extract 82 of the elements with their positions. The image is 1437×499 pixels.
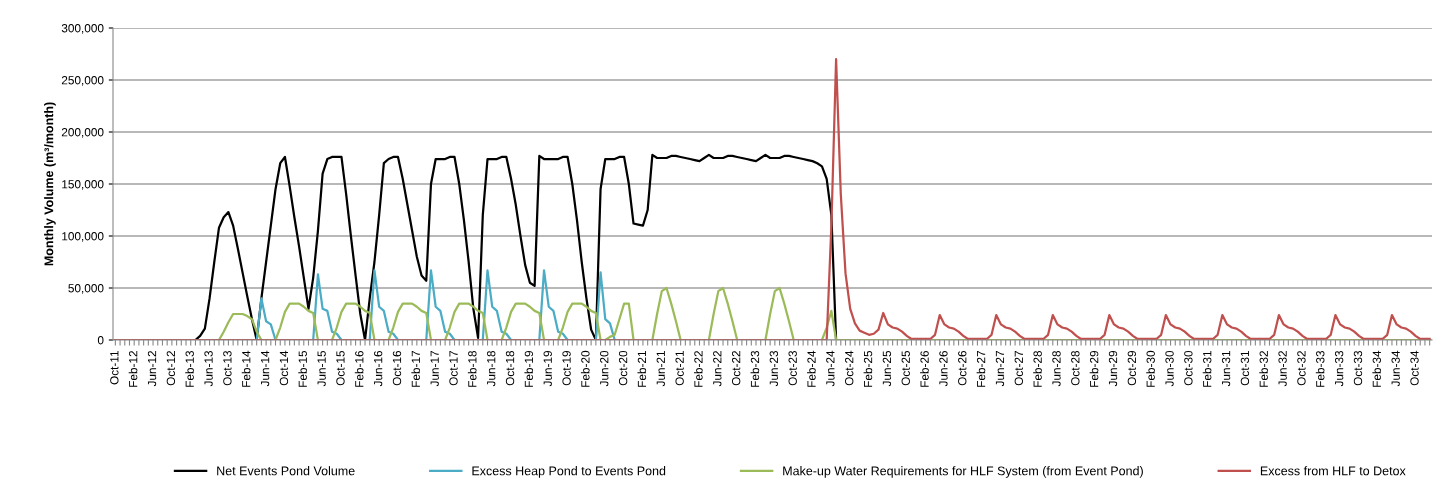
x-tick-label: Feb-30	[1146, 350, 1155, 387]
x-tick-label: Oct-34	[1410, 350, 1419, 386]
x-tick-label: Feb-29	[1089, 350, 1099, 387]
x-tick-label: Jun-30	[1165, 350, 1174, 387]
x-tick-label: Jun-19	[543, 350, 552, 387]
x-tick-label: Feb-14	[241, 350, 251, 387]
x-tick-label: Jun-25	[882, 350, 892, 387]
x-tick-label: Oct-32	[1297, 351, 1306, 386]
y-tick-label: 100,000	[62, 232, 104, 242]
x-tick-label: Jun-12	[147, 351, 157, 387]
x-tick-label: Feb-28	[1033, 350, 1042, 387]
legend-label: Make-up Water Requirements for HLF System (from Event Pond)	[783, 466, 1143, 478]
x-tick-label: Jun-34	[1391, 350, 1400, 387]
x-tick-label: Feb-21	[637, 350, 647, 387]
x-tick-label: Feb-22	[693, 351, 703, 387]
x-tick-label: Jun-33	[1334, 350, 1344, 387]
x-tick-label: Feb-32	[1259, 351, 1268, 387]
x-tick-label: Oct-14	[279, 350, 289, 386]
x-tick-label: Jun-16	[373, 350, 383, 387]
legend-label: Net Events Pond Volume	[217, 466, 355, 476]
x-tick-label: Oct-31	[1240, 350, 1250, 386]
x-tick-label: Oct-17	[449, 351, 458, 386]
x-tick-label: Jun-29	[1108, 350, 1118, 387]
x-tick-label: Oct-16	[392, 350, 402, 386]
y-tick-label: 50,000	[68, 284, 104, 294]
x-tick-label: Jun-21	[656, 350, 665, 387]
x-tick-label: Oct-15	[336, 350, 345, 386]
x-tick-label: Oct-27	[1014, 351, 1023, 386]
x-tick-label: Oct-28	[1071, 350, 1080, 386]
x-tick-label: Oct-21	[675, 350, 684, 386]
x-tick-label: Jun-20	[600, 350, 609, 387]
x-tick-label: Feb-15	[298, 350, 307, 387]
x-tick-label: Feb-25	[863, 350, 873, 387]
x-tick-label: Oct-12	[166, 351, 176, 386]
y-tick-label: 200,000	[61, 128, 104, 138]
x-tick-label: Feb-23	[750, 350, 760, 387]
x-tick-label: Jun-23	[769, 350, 779, 387]
x-tick-label: Jun-15	[317, 350, 326, 387]
legend-label: Excess from HLF to Detox	[1260, 466, 1406, 476]
x-tick-label: Oct-26	[958, 350, 967, 386]
x-tick-label: Oct-25	[901, 350, 910, 386]
x-tick-label: Oct-19	[562, 350, 571, 386]
x-tick-label: Jun-32	[1278, 351, 1287, 387]
x-tick-label: Feb-16	[354, 350, 364, 387]
legend-label: Excess Heap Pond to Events Pond	[472, 466, 666, 478]
x-tick-label: Oct-13	[223, 350, 232, 386]
x-tick-label: Feb-19	[524, 350, 534, 387]
y-tick-label: 300,000	[61, 24, 104, 34]
x-tick-label: Feb-13	[185, 350, 194, 387]
x-tick-label: Jun-17	[430, 351, 439, 387]
y-axis-title: Monthly Volume (m³/month)	[44, 102, 56, 266]
x-tick-label: Feb-31	[1202, 350, 1212, 387]
x-tick-label: Feb-20	[580, 350, 590, 387]
x-tick-label: Feb-17	[411, 351, 421, 387]
x-tick-label: Oct-18	[505, 350, 515, 386]
x-tick-label: Oct-29	[1127, 350, 1137, 386]
x-tick-label: Jun-27	[995, 351, 1005, 387]
x-tick-label: Jun-13	[204, 350, 213, 387]
x-tick-label: Jun-28	[1052, 350, 1061, 387]
x-tick-label: Oct-30	[1184, 350, 1193, 386]
x-tick-label: Oct-20	[618, 350, 628, 386]
x-tick-label: Jun-24	[826, 350, 835, 387]
y-tick-label: 250,000	[61, 76, 104, 86]
x-tick-label: Jun-14	[261, 350, 270, 387]
x-tick-label: Feb-18	[467, 350, 477, 387]
x-tick-label: Oct-33	[1353, 350, 1363, 386]
x-tick-label: Feb-34	[1372, 350, 1381, 387]
x-tick-label: Feb-24	[807, 350, 816, 387]
y-tick-label: 150,000	[62, 180, 104, 190]
x-tick-label: Jun-26	[939, 350, 948, 387]
x-tick-label: Jun-31	[1221, 350, 1231, 387]
x-tick-label: Feb-33	[1315, 350, 1325, 387]
x-tick-label: Oct-23	[788, 350, 797, 386]
x-tick-label: Feb-12	[128, 351, 138, 387]
x-tick-label: Feb-26	[920, 350, 929, 387]
x-tick-label: Feb-27	[976, 351, 986, 387]
x-tick-label: Oct-22	[731, 351, 741, 386]
x-tick-label: Jun-22	[713, 351, 722, 387]
y-tick-label: 0	[97, 336, 104, 345]
x-tick-label: Oct-11	[110, 350, 119, 385]
x-tick-label: Jun-18	[487, 350, 496, 387]
x-tick-label: Oct-24	[845, 350, 854, 386]
